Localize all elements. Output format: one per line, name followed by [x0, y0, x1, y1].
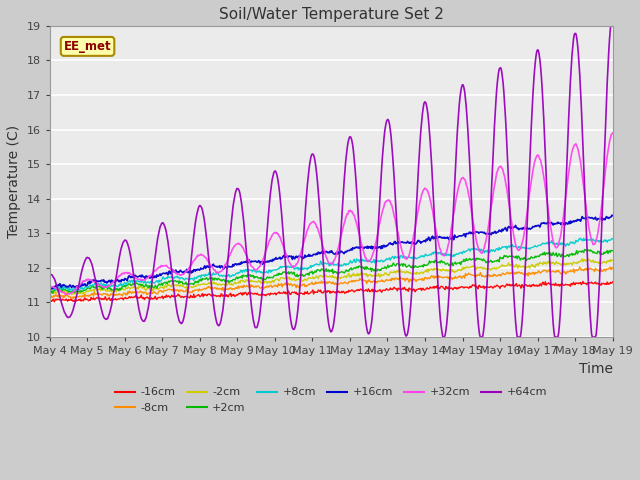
Y-axis label: Temperature (C): Temperature (C) [7, 125, 21, 238]
X-axis label: Time: Time [579, 361, 612, 375]
Text: EE_met: EE_met [64, 40, 111, 53]
Legend: -16cm, -8cm, -2cm, +2cm, +8cm, +16cm, +32cm, +64cm: -16cm, -8cm, -2cm, +2cm, +8cm, +16cm, +3… [111, 383, 552, 418]
Title: Soil/Water Temperature Set 2: Soil/Water Temperature Set 2 [219, 7, 444, 22]
